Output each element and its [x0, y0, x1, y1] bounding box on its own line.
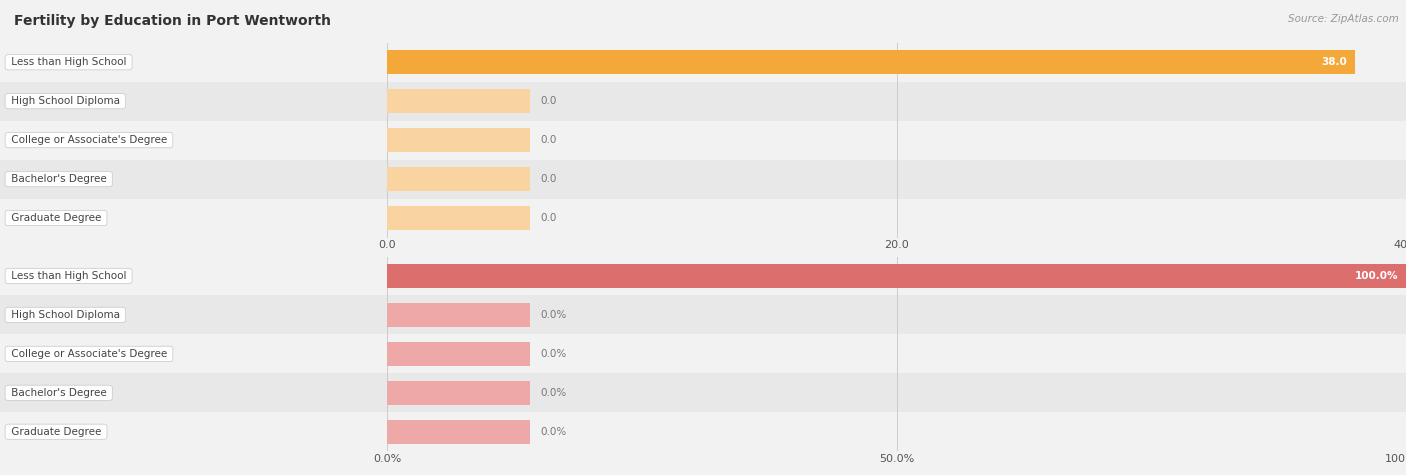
Text: College or Associate's Degree: College or Associate's Degree — [8, 349, 170, 359]
Bar — [0, 199, 1406, 238]
Text: High School Diploma: High School Diploma — [8, 310, 122, 320]
Bar — [0, 373, 1406, 412]
Text: Less than High School: Less than High School — [8, 57, 129, 67]
Text: 0.0: 0.0 — [540, 135, 557, 145]
Bar — [0, 160, 1406, 199]
Bar — [0, 43, 1406, 82]
Bar — [387, 167, 530, 191]
Text: Less than High School: Less than High School — [8, 271, 129, 281]
Text: 100.0%: 100.0% — [1354, 271, 1398, 281]
Bar — [387, 206, 530, 230]
Bar — [387, 264, 1406, 288]
Text: Graduate Degree: Graduate Degree — [8, 213, 104, 223]
Text: 0.0%: 0.0% — [540, 310, 567, 320]
Text: College or Associate's Degree: College or Associate's Degree — [8, 135, 170, 145]
Bar — [0, 256, 1406, 295]
Text: Fertility by Education in Port Wentworth: Fertility by Education in Port Wentworth — [14, 14, 330, 28]
Text: 0.0%: 0.0% — [540, 427, 567, 437]
Bar — [0, 334, 1406, 373]
Bar — [0, 295, 1406, 334]
Bar — [0, 82, 1406, 121]
Bar — [387, 50, 1355, 74]
Bar — [387, 128, 530, 152]
Text: 38.0: 38.0 — [1322, 57, 1347, 67]
Text: Bachelor's Degree: Bachelor's Degree — [8, 388, 110, 398]
Text: 0.0: 0.0 — [540, 213, 557, 223]
Text: Source: ZipAtlas.com: Source: ZipAtlas.com — [1288, 14, 1399, 24]
Bar — [387, 342, 530, 366]
Bar — [0, 412, 1406, 451]
Bar — [0, 121, 1406, 160]
Text: 0.0: 0.0 — [540, 174, 557, 184]
Text: 0.0: 0.0 — [540, 96, 557, 106]
Text: 0.0%: 0.0% — [540, 388, 567, 398]
Text: High School Diploma: High School Diploma — [8, 96, 122, 106]
Bar — [387, 303, 530, 327]
Text: Bachelor's Degree: Bachelor's Degree — [8, 174, 110, 184]
Bar — [387, 381, 530, 405]
Bar — [387, 89, 530, 113]
Text: 0.0%: 0.0% — [540, 349, 567, 359]
Bar — [387, 420, 530, 444]
Text: Graduate Degree: Graduate Degree — [8, 427, 104, 437]
